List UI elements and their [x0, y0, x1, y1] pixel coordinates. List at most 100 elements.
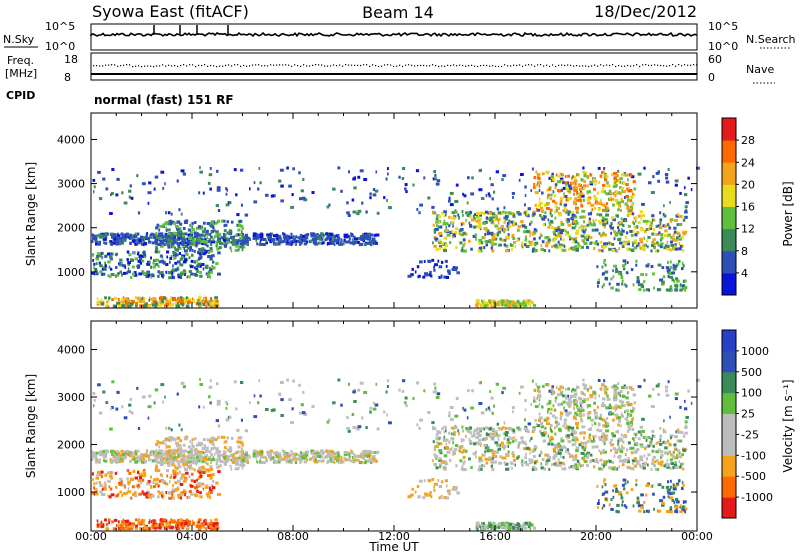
echo-cell	[435, 220, 439, 224]
echo-cell	[452, 233, 456, 237]
echo-cell	[154, 237, 158, 241]
nave-dot	[582, 65, 584, 67]
echo-cell	[218, 464, 222, 468]
echo-cell	[161, 299, 163, 303]
echo-cell	[285, 242, 289, 246]
echo-cell	[196, 302, 200, 306]
echo-cell	[196, 483, 200, 487]
echo-cell	[363, 243, 367, 247]
echo-cell	[157, 243, 162, 246]
echo-cell	[162, 186, 165, 190]
nave-tick-top: 60	[708, 53, 722, 66]
nave-tick-bottom: 0	[708, 71, 715, 84]
echo-cell	[140, 235, 143, 239]
echo-cell	[196, 524, 200, 528]
echo-cell	[562, 455, 565, 459]
echo-cell	[634, 435, 637, 439]
echo-cell	[196, 259, 198, 263]
echo-cell	[265, 241, 268, 245]
echo-cell	[346, 201, 349, 205]
echo-cell	[649, 227, 652, 230]
echo-cell	[443, 430, 446, 434]
nave-dot	[228, 64, 230, 66]
echo-cell	[340, 460, 343, 464]
echo-cell	[561, 243, 565, 247]
echo-cell	[195, 455, 200, 459]
echo-cell	[184, 258, 188, 262]
echo-cell	[179, 524, 183, 528]
echo-cell	[216, 459, 219, 463]
echo-cell	[589, 180, 594, 184]
echo-cell	[678, 234, 681, 238]
echo-cell	[353, 454, 358, 458]
echo-cell	[181, 455, 186, 459]
nave-dot	[531, 64, 533, 66]
echo-cell	[114, 234, 117, 237]
echo-cell	[503, 216, 505, 220]
echo-cell	[459, 241, 463, 245]
echo-cell	[635, 231, 640, 235]
echo-cell	[151, 459, 155, 463]
echo-cell	[548, 467, 551, 471]
echo-cell	[598, 449, 601, 453]
echo-cell	[580, 192, 584, 196]
nave-dot	[561, 64, 563, 66]
echo-cell	[141, 298, 145, 302]
echo-cell	[207, 181, 211, 185]
echo-cell	[120, 449, 124, 453]
echo-cell	[645, 239, 649, 243]
echo-cell	[184, 249, 188, 253]
echo-cell	[98, 450, 102, 454]
echo-cell	[100, 302, 105, 306]
echo-cell	[171, 273, 174, 277]
echo-cell	[210, 448, 213, 452]
echo-cell	[203, 234, 206, 238]
echo-cell	[187, 300, 192, 304]
echo-cell	[141, 490, 144, 494]
echo-cell	[488, 194, 492, 198]
echo-cell	[462, 249, 467, 253]
echo-cell	[208, 238, 212, 242]
echo-cell	[210, 220, 214, 224]
echo-cell	[348, 382, 350, 386]
echo-cell	[475, 219, 479, 223]
echo-cell	[180, 169, 185, 173]
echo-cell	[134, 449, 137, 453]
echo-cell	[553, 244, 556, 248]
echo-cell	[375, 450, 380, 454]
echo-cell	[605, 174, 609, 178]
echo-cell	[545, 453, 549, 457]
echo-cell	[98, 473, 103, 477]
echo-cell	[204, 518, 207, 522]
nsearch-tick-top: 10^5	[708, 20, 738, 33]
echo-cell	[598, 436, 601, 440]
echo-cell	[561, 173, 563, 177]
echo-cell	[155, 460, 159, 464]
echo-cell	[674, 392, 679, 396]
nave-dot	[309, 65, 311, 67]
echo-cell	[589, 395, 594, 399]
echo-cell	[166, 235, 171, 238]
echo-cell	[165, 299, 169, 303]
echo-cell	[629, 173, 633, 177]
echo-cell	[103, 266, 107, 269]
echo-cell	[604, 276, 608, 280]
echo-cell	[95, 460, 98, 464]
echo-cell	[451, 432, 455, 436]
echo-cell	[534, 241, 539, 245]
echo-cell	[263, 461, 266, 465]
echo-cell	[270, 408, 274, 412]
echo-cell	[124, 485, 127, 489]
echo-cell	[624, 235, 627, 239]
echo-cell	[446, 233, 451, 237]
echo-cell	[124, 297, 129, 301]
echo-cell	[603, 442, 606, 446]
echo-cell	[583, 184, 587, 188]
echo-cell	[101, 235, 106, 239]
echo-cell	[680, 244, 685, 248]
echo-cell	[174, 248, 179, 252]
echo-cell	[385, 390, 388, 394]
echo-cell	[567, 223, 572, 227]
echo-cell	[191, 472, 194, 476]
echo-cell	[661, 282, 665, 286]
